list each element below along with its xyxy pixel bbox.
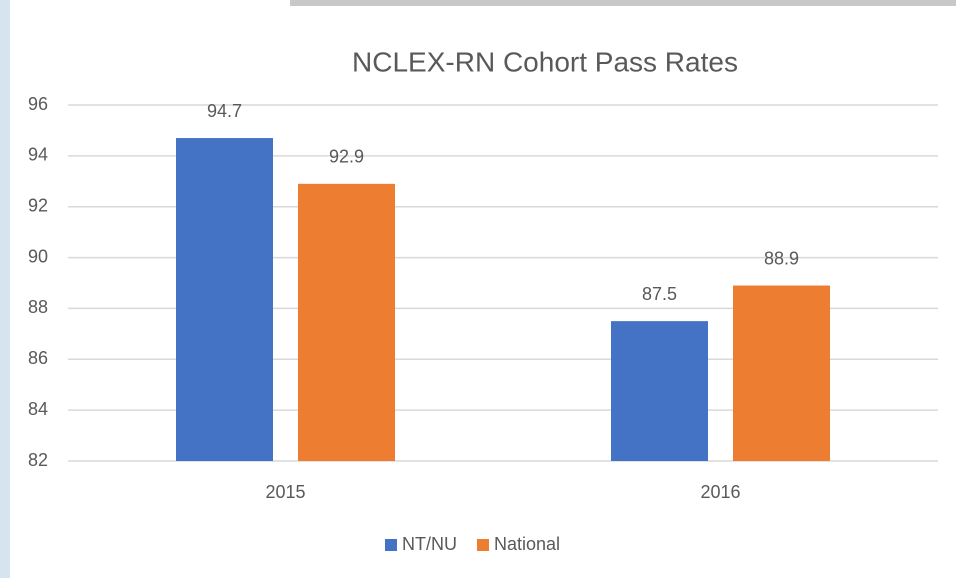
data-label: 92.9: [329, 147, 364, 167]
legend-label: National: [494, 534, 560, 554]
chart-title: NCLEX-RN Cohort Pass Rates: [352, 46, 738, 77]
legend-swatch: [477, 539, 489, 551]
y-tick-label: 96: [28, 94, 48, 114]
y-tick-label: 94: [28, 145, 48, 165]
x-tick-label: 2016: [700, 482, 740, 502]
left-edge: [0, 0, 10, 578]
legend-swatch: [385, 539, 397, 551]
bar: [733, 285, 830, 461]
top-bar: [290, 0, 956, 6]
data-label: 87.5: [642, 284, 677, 304]
y-tick-label: 84: [28, 399, 48, 419]
legend-label: NT/NU: [402, 534, 457, 554]
y-tick-label: 90: [28, 246, 48, 266]
bar: [298, 183, 395, 462]
bar: [611, 321, 708, 461]
y-tick-label: 86: [28, 348, 48, 368]
y-tick-label: 88: [28, 297, 48, 317]
y-tick-label: 92: [28, 195, 48, 215]
x-tick-label: 2015: [265, 482, 305, 502]
data-label: 88.9: [764, 248, 799, 268]
data-label: 94.7: [207, 101, 242, 121]
y-tick-label: 82: [28, 450, 48, 470]
bar: [176, 138, 273, 462]
